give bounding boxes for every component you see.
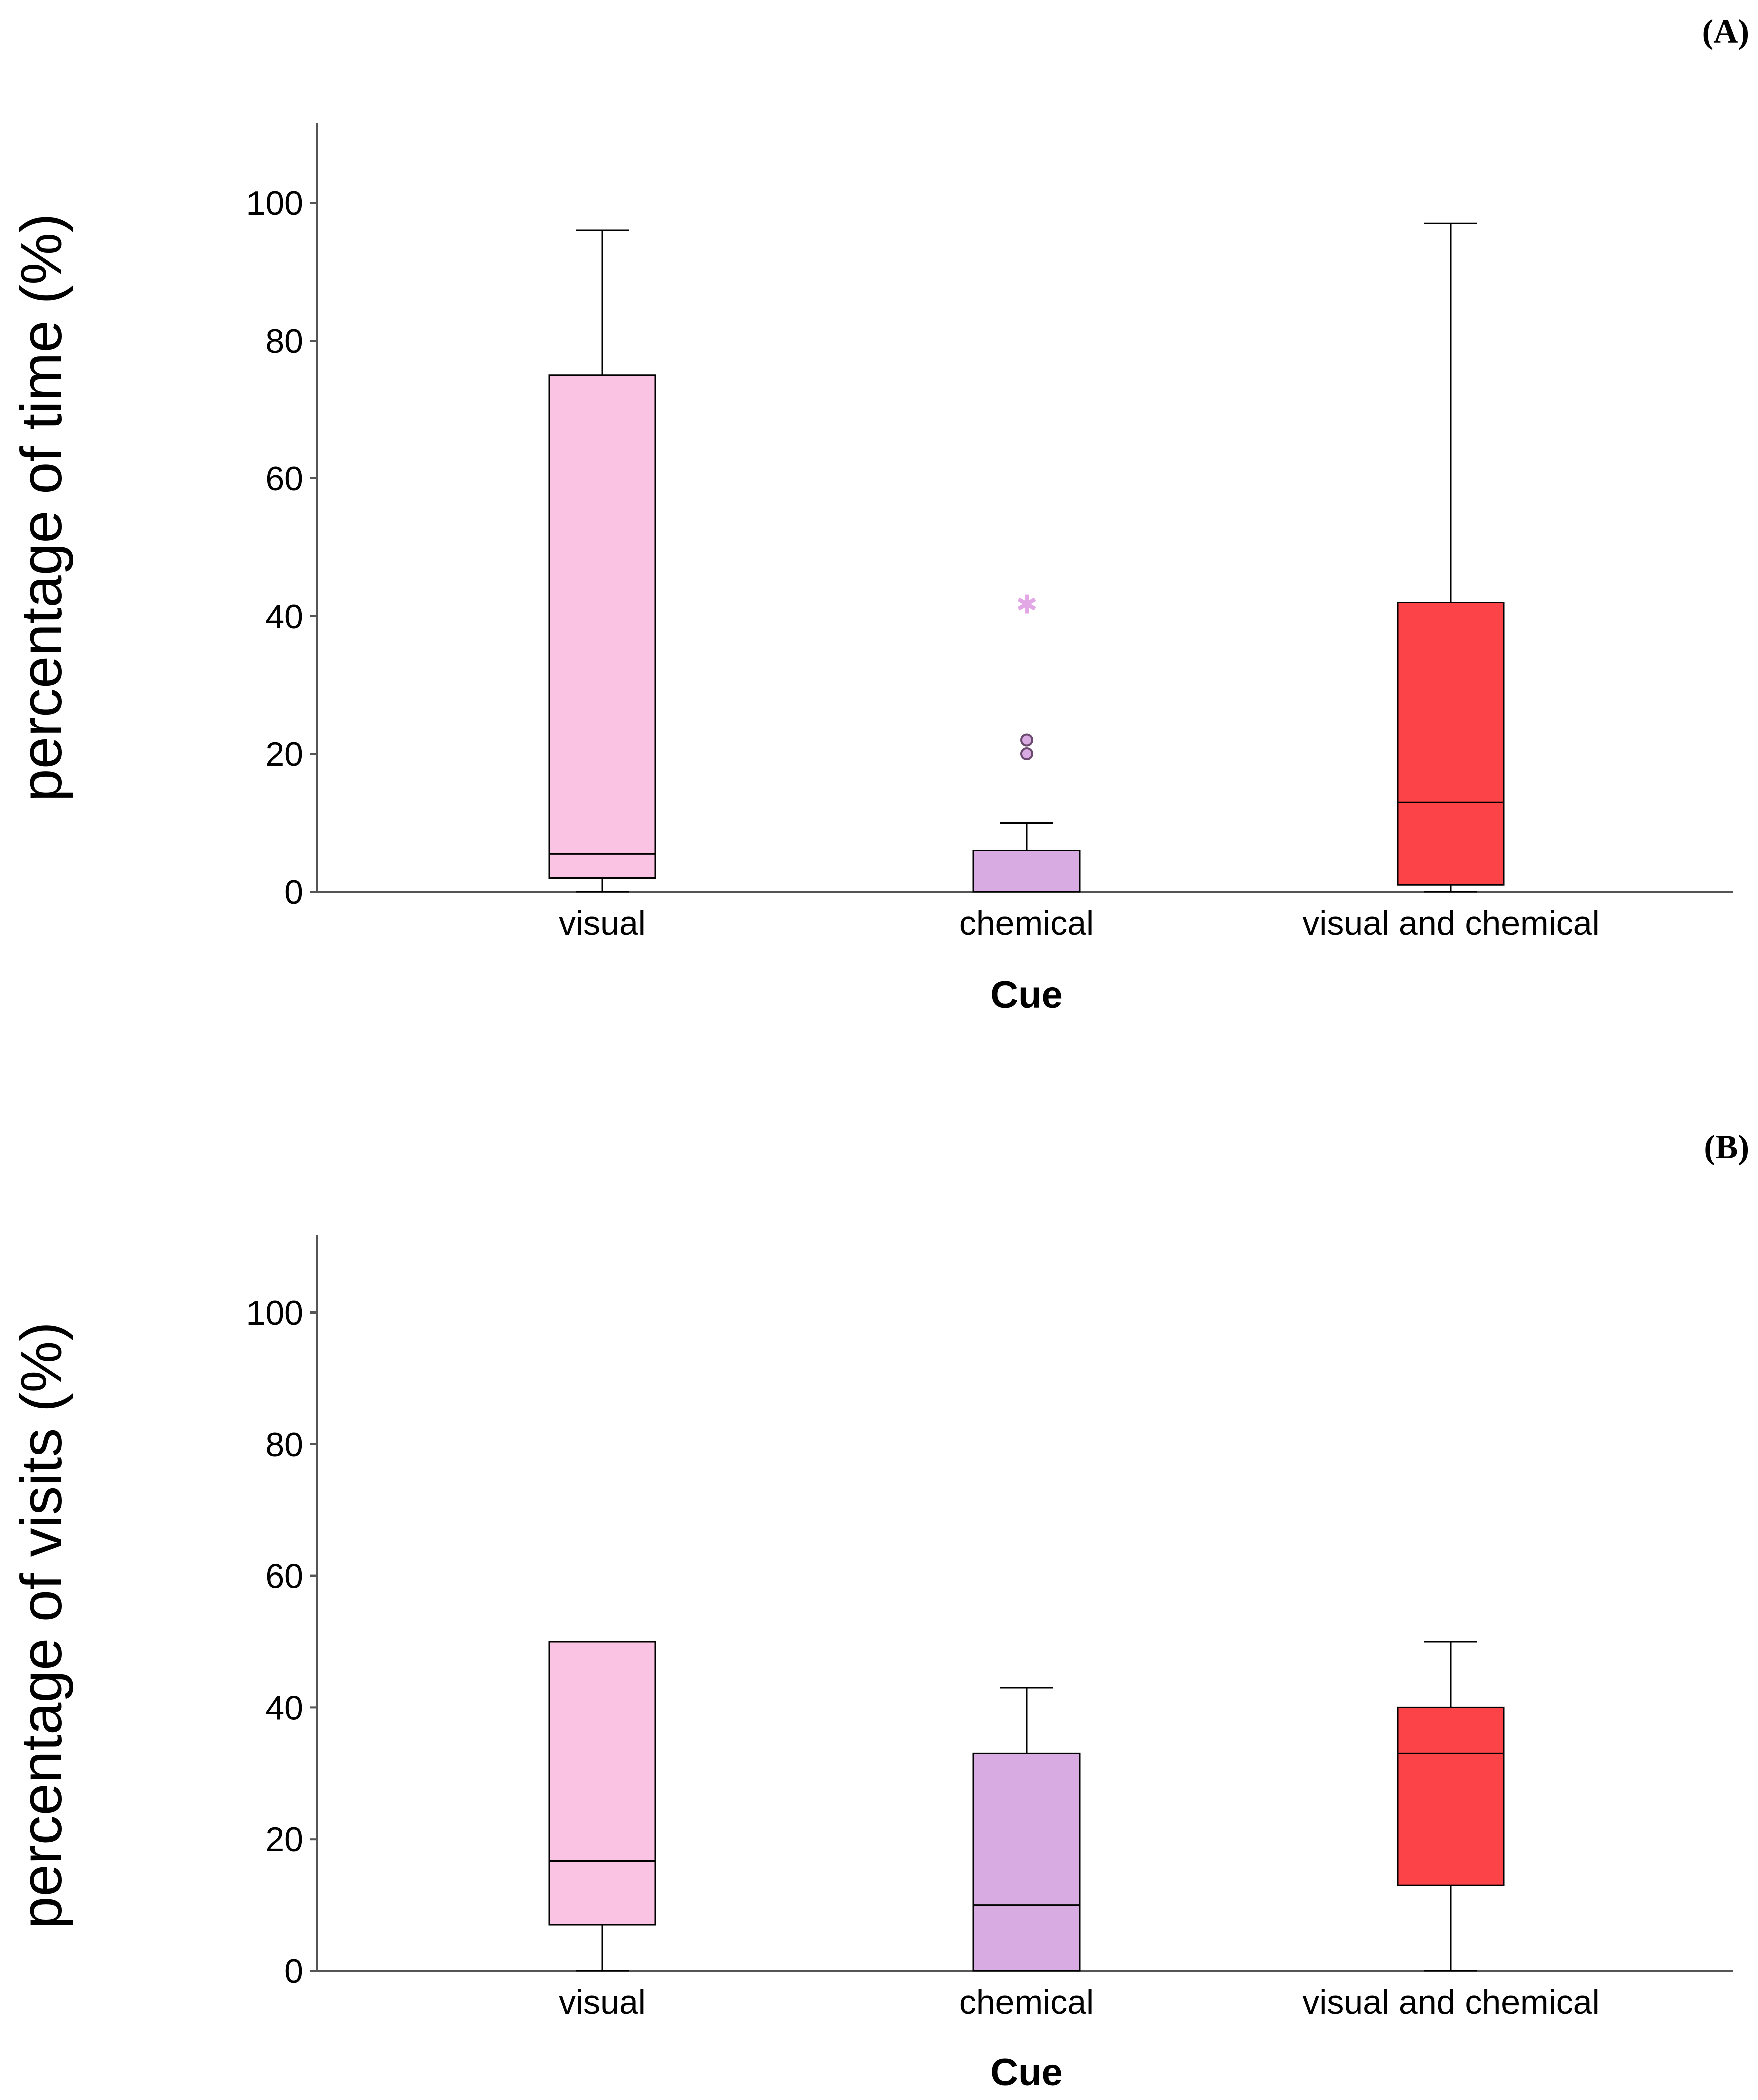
x-tick-label: visual and chemical (1302, 1983, 1599, 2021)
outlier-point (1020, 747, 1033, 760)
outlier-point (1020, 733, 1033, 747)
chart-panel-a: (A) 0 20 40 60 80 100 visual chemical visual and … (9, 12, 1749, 1016)
y-tick-label: 20 (265, 735, 303, 773)
chart-panel-b: (B) 0 20 40 60 80 100 visual chemical visual and … (9, 1128, 1749, 2094)
x-tick-label: visual and chemical (1302, 904, 1599, 942)
iqr-box (548, 374, 656, 879)
y-tick-label: 40 (265, 1689, 303, 1727)
extreme-point: ✱ (1016, 591, 1038, 620)
y-axis-title: percentage of time (%) (9, 213, 74, 801)
box-visual-and-chemical (1397, 1641, 1505, 1972)
y-tick-label: 80 (265, 322, 303, 360)
x-axis-title: Cue (990, 974, 1063, 1016)
y-axis-title: percentage of visits (%) (9, 1322, 74, 1929)
y-tick-label: 0 (284, 1952, 303, 1990)
box-chemical: ✱ (972, 591, 1081, 893)
x-tick-label: chemical (959, 904, 1094, 942)
box-visual (548, 1641, 656, 1972)
panel-label: (A) (1702, 12, 1749, 50)
y-tick-label: 20 (265, 1820, 303, 1859)
box-visual-and-chemical (1397, 222, 1505, 893)
x-tick-label: visual (559, 904, 646, 942)
box-chemical (972, 1687, 1081, 1972)
y-tick-label: 100 (246, 184, 303, 222)
y-tick-label: 100 (246, 1294, 303, 1332)
iqr-box (972, 1752, 1081, 1972)
x-tick-label: visual (559, 1983, 646, 2021)
iqr-box (972, 850, 1081, 893)
y-tick-label: 80 (265, 1426, 303, 1464)
panel-label: (B) (1704, 1128, 1749, 1166)
y-tick-label: 0 (284, 873, 303, 911)
iqr-box (1397, 602, 1505, 886)
y-tick-label: 60 (265, 460, 303, 498)
y-tick-label: 60 (265, 1557, 303, 1596)
x-tick-label: chemical (959, 1983, 1094, 2021)
x-axis-title: Cue (990, 2051, 1063, 2094)
box-visual (548, 229, 656, 893)
iqr-box (1397, 1706, 1505, 1886)
y-tick-label: 40 (265, 598, 303, 636)
iqr-box (548, 1641, 656, 1926)
